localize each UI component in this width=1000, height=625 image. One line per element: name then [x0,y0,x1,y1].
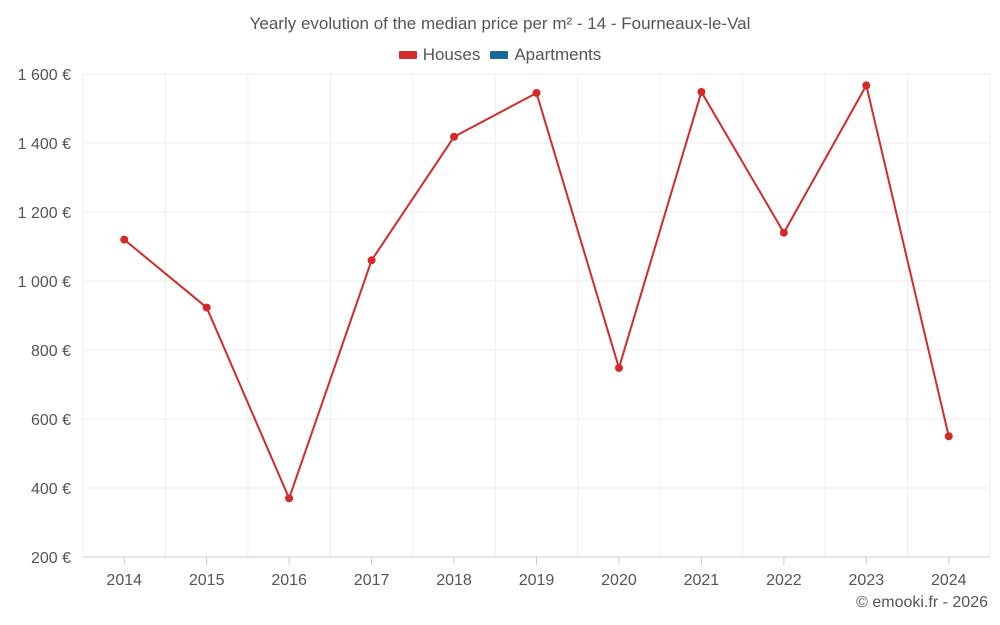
x-tick-label: 2016 [271,572,307,589]
legend-swatch-apartments [490,51,509,59]
chart-legend: Houses Apartments [0,45,1000,65]
legend-item-houses[interactable]: Houses [398,45,481,65]
y-tick-label: 800 € [31,343,71,360]
x-tick-label: 2023 [849,572,885,589]
data-point-houses-2020 [614,363,623,372]
x-tick-label: 2020 [601,572,637,589]
y-tick-label: 1 400 € [18,136,71,153]
data-point-houses-2021 [697,87,706,96]
x-tick-label: 2014 [106,572,142,589]
copyright-text: © emooki.fr - 2026 [856,594,988,611]
x-tick-label: 2018 [436,572,472,589]
data-point-houses-2015 [202,303,211,312]
x-tick-label: 2024 [931,572,967,589]
y-tick-label: 1 200 € [18,205,71,222]
x-tick-label: 2017 [354,572,390,589]
x-tick-label: 2021 [684,572,720,589]
y-tick-label: 200 € [31,550,71,567]
data-point-houses-2014 [120,235,129,244]
legend-label-apartments: Apartments [514,45,602,64]
data-point-houses-2024 [944,432,953,441]
x-tick-label: 2015 [189,572,225,589]
y-tick-label: 400 € [31,481,71,498]
data-point-houses-2019 [532,88,541,97]
x-tick-label: 2019 [519,572,555,589]
x-tick-label: 2022 [766,572,802,589]
data-point-houses-2016 [285,494,294,503]
data-point-houses-2022 [779,228,788,237]
legend-item-apartments[interactable]: Apartments [490,45,601,65]
data-point-houses-2023 [862,81,871,90]
data-point-houses-2017 [367,256,376,265]
y-tick-label: 600 € [31,412,71,429]
y-tick-label: 1 000 € [18,274,71,291]
legend-swatch-houses [398,51,417,59]
data-point-houses-2018 [450,132,459,141]
legend-label-houses: Houses [422,45,481,64]
y-tick-label: 1 600 € [18,67,71,84]
chart-title: Yearly evolution of the median price per… [249,14,751,33]
